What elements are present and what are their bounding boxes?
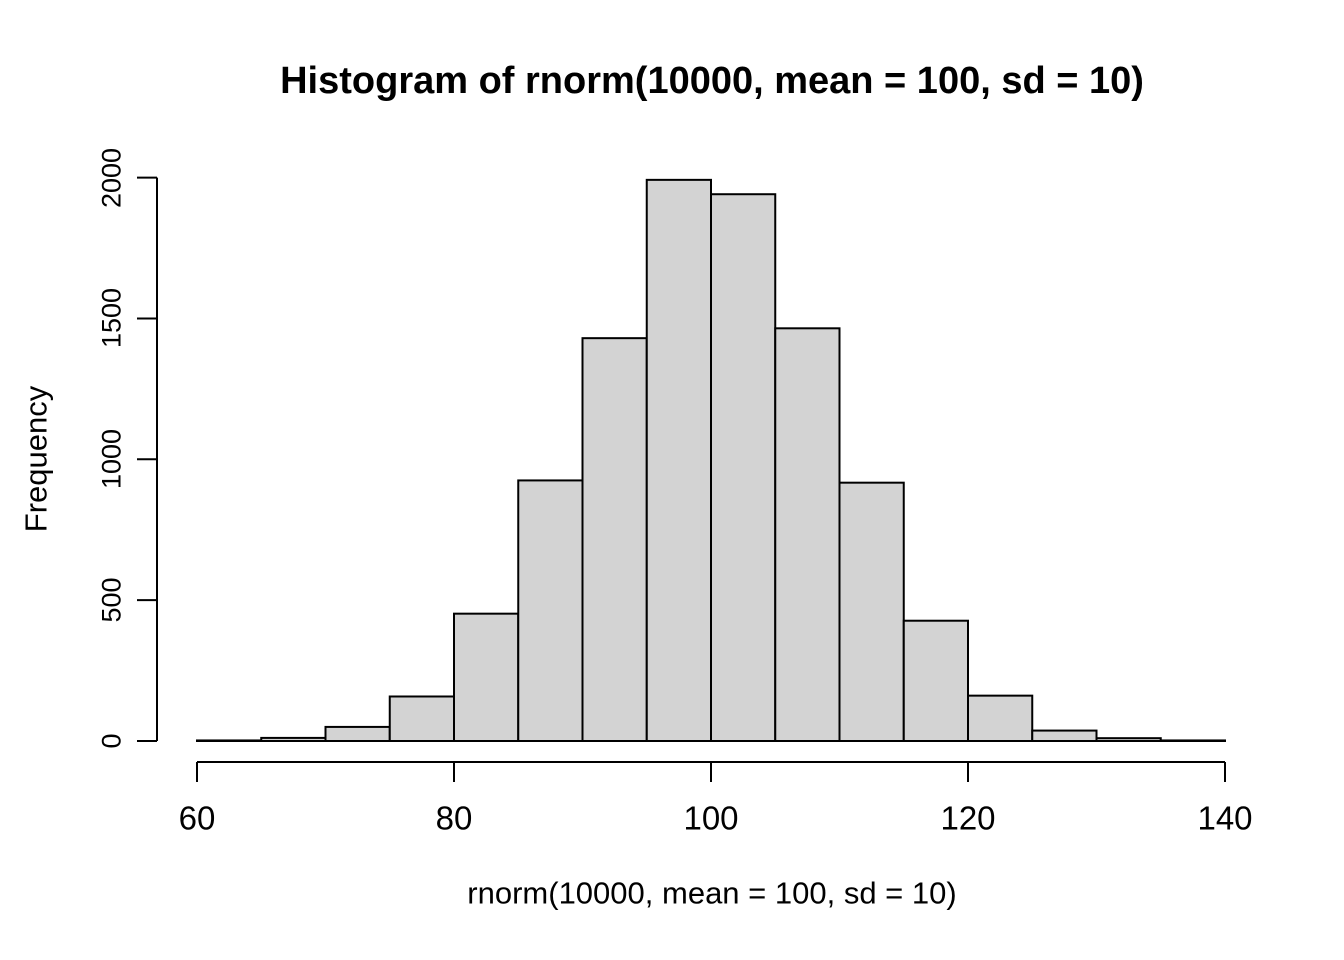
histogram-bar (453, 612, 520, 742)
histogram-bar (1159, 739, 1226, 742)
y-axis-label: Frequency (18, 385, 54, 533)
y-tick-label: 1000 (96, 429, 127, 490)
histogram-bar (645, 178, 712, 743)
histogram-bar (774, 327, 841, 742)
histogram-bar (1095, 737, 1162, 742)
histogram-bar (967, 694, 1034, 742)
x-tick-label: 80 (435, 799, 473, 837)
y-tick-label: 2000 (96, 147, 127, 208)
histogram-bar (902, 619, 969, 743)
histogram-bar (388, 695, 455, 742)
x-axis-label: rnorm(10000, mean = 100, sd = 10) (467, 875, 957, 911)
x-tick-label: 100 (683, 799, 739, 837)
histogram-bar (260, 736, 327, 743)
histogram-bar (838, 481, 905, 742)
y-tick-label: 0 (96, 733, 127, 749)
chart-title: Histogram of rnorm(10000, mean = 100, sd… (280, 60, 1144, 102)
y-tick-label: 500 (96, 577, 127, 623)
histogram-bar (1031, 729, 1098, 742)
histogram-bar (324, 725, 391, 742)
histogram-bar (517, 479, 584, 742)
histogram-bar (710, 193, 777, 743)
x-tick-label: 60 (178, 799, 216, 837)
histogram-bar (581, 337, 648, 742)
histogram-bar (196, 739, 263, 742)
x-tick-label: 140 (1197, 799, 1253, 837)
x-tick-label: 120 (940, 799, 996, 837)
y-tick-label: 1500 (96, 288, 127, 349)
